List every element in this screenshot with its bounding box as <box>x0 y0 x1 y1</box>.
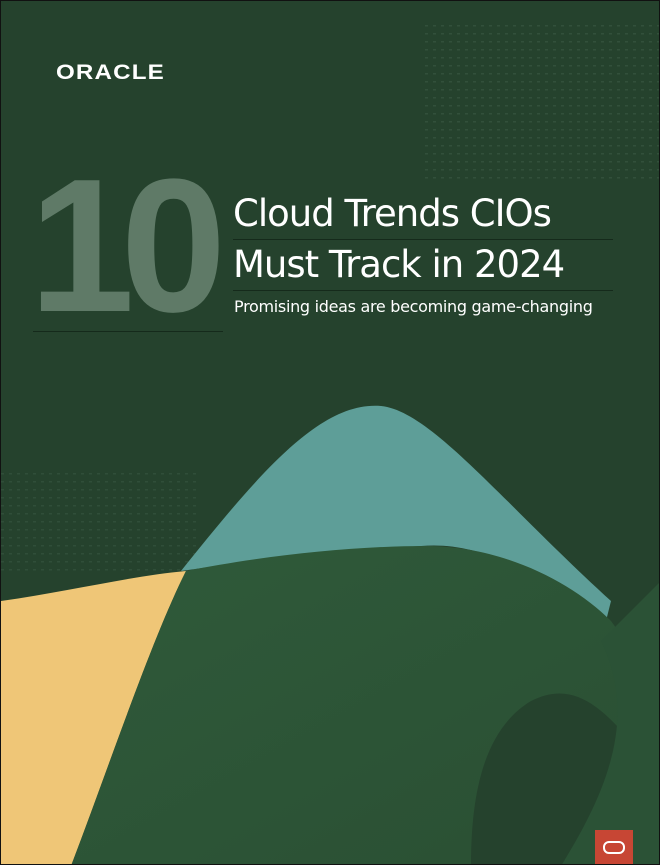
oracle-logo: ORACLE <box>56 61 165 84</box>
page-title: Cloud Trends CIOs Must Track in 2024 <box>233 189 613 291</box>
green-fold-shape <box>562 583 659 864</box>
teal-wave-shape <box>181 405 611 641</box>
oracle-badge <box>595 830 633 864</box>
dot-texture <box>421 21 659 181</box>
subtitle: Promising ideas are becoming game-changi… <box>234 297 593 316</box>
title-line: Cloud Trends CIOs <box>233 189 613 240</box>
yellow-wave-shape <box>1 571 186 864</box>
oracle-o-icon <box>603 840 625 854</box>
divider <box>33 331 223 332</box>
trend-count-number: 10 <box>29 140 226 352</box>
dot-texture <box>1 471 201 571</box>
green-fold-shape <box>71 546 648 864</box>
title-line: Must Track in 2024 <box>233 240 613 291</box>
